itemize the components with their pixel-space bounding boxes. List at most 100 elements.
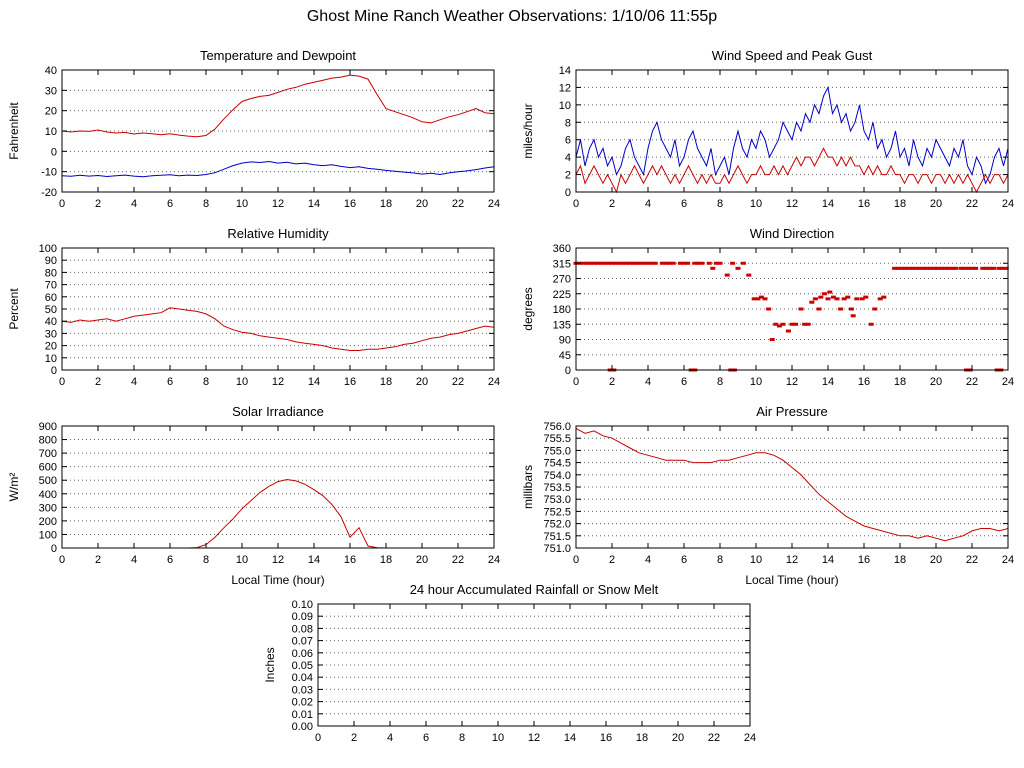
svg-text:6: 6: [167, 554, 173, 566]
svg-text:900: 900: [39, 421, 57, 433]
svg-text:Wind Direction: Wind Direction: [750, 226, 835, 241]
svg-text:6: 6: [681, 198, 687, 210]
svg-text:22: 22: [708, 732, 720, 744]
svg-text:8: 8: [717, 376, 723, 388]
svg-text:10: 10: [750, 198, 762, 210]
temperature-dewpoint-chart-svg: 0 2 4 6 8 10 12 14 16 18 20 22 24-20-10010203040Temp…: [7, 48, 500, 210]
svg-text:14: 14: [822, 376, 834, 388]
svg-text:50: 50: [45, 304, 57, 316]
svg-text:6: 6: [167, 198, 173, 210]
svg-text:0.07: 0.07: [292, 636, 313, 648]
svg-text:754.5: 754.5: [543, 458, 571, 470]
svg-text:400: 400: [39, 489, 57, 501]
svg-text:6: 6: [423, 732, 429, 744]
svg-text:752.0: 752.0: [543, 519, 571, 531]
svg-text:300: 300: [39, 502, 57, 514]
svg-text:-20: -20: [41, 187, 57, 199]
svg-text:24: 24: [488, 198, 500, 210]
svg-text:20: 20: [930, 554, 942, 566]
svg-text:45: 45: [559, 350, 571, 362]
svg-text:0.00: 0.00: [292, 721, 313, 733]
svg-text:10: 10: [750, 376, 762, 388]
svg-text:14: 14: [822, 198, 834, 210]
svg-text:16: 16: [858, 376, 870, 388]
svg-text:90: 90: [559, 335, 571, 347]
svg-text:4: 4: [645, 376, 651, 388]
svg-text:10: 10: [750, 554, 762, 566]
svg-text:0: 0: [51, 365, 57, 377]
svg-text:14: 14: [308, 198, 320, 210]
svg-text:20: 20: [930, 198, 942, 210]
svg-text:0: 0: [59, 376, 65, 388]
svg-text:12: 12: [272, 554, 284, 566]
svg-text:0: 0: [51, 543, 57, 555]
relative-humidity-chart-svg: 0 2 4 6 8 10 12 14 16 18 20 22 240102030405060708090…: [7, 226, 500, 388]
svg-text:20: 20: [930, 376, 942, 388]
svg-text:200: 200: [39, 516, 57, 528]
svg-text:12: 12: [272, 376, 284, 388]
svg-text:2: 2: [565, 170, 571, 182]
svg-text:0: 0: [573, 376, 579, 388]
svg-text:135: 135: [553, 319, 571, 331]
svg-text:8: 8: [717, 198, 723, 210]
svg-text:90: 90: [45, 255, 57, 267]
svg-text:22: 22: [966, 198, 978, 210]
svg-text:0: 0: [51, 146, 57, 158]
svg-text:22: 22: [452, 554, 464, 566]
svg-text:40: 40: [45, 65, 57, 77]
svg-text:14: 14: [308, 376, 320, 388]
svg-text:20: 20: [416, 198, 428, 210]
svg-text:2: 2: [95, 376, 101, 388]
svg-text:8: 8: [203, 554, 209, 566]
svg-text:22: 22: [452, 376, 464, 388]
svg-text:100: 100: [39, 243, 57, 255]
svg-text:4: 4: [131, 198, 137, 210]
svg-text:24: 24: [1002, 554, 1014, 566]
svg-text:753.5: 753.5: [543, 482, 571, 494]
svg-text:30: 30: [45, 85, 57, 97]
svg-text:degrees: degrees: [521, 287, 535, 330]
svg-text:Temperature and Dewpoint: Temperature and Dewpoint: [200, 48, 356, 63]
svg-text:18: 18: [380, 198, 392, 210]
svg-text:Relative Humidity: Relative Humidity: [227, 226, 329, 241]
svg-text:22: 22: [966, 554, 978, 566]
svg-text:270: 270: [553, 274, 571, 286]
svg-text:22: 22: [452, 198, 464, 210]
svg-text:W/m²: W/m²: [7, 473, 21, 502]
svg-text:24: 24: [1002, 376, 1014, 388]
svg-text:60: 60: [45, 292, 57, 304]
svg-text:0.10: 0.10: [292, 599, 313, 611]
svg-text:2: 2: [609, 198, 615, 210]
svg-text:756.0: 756.0: [543, 421, 571, 433]
rainfall-chart-svg: 0 2 4 6 8 10 12 14 16 18 20 22 240.000.010.020.030.0…: [263, 582, 756, 744]
svg-text:500: 500: [39, 475, 57, 487]
svg-text:0: 0: [573, 554, 579, 566]
svg-text:Air Pressure: Air Pressure: [756, 404, 828, 419]
svg-text:20: 20: [45, 341, 57, 353]
svg-text:Local Time (hour): Local Time (hour): [745, 573, 838, 587]
svg-text:751.5: 751.5: [543, 531, 571, 543]
svg-text:10: 10: [45, 353, 57, 365]
svg-text:0: 0: [59, 554, 65, 566]
svg-text:12: 12: [786, 376, 798, 388]
svg-text:18: 18: [636, 732, 648, 744]
svg-text:6: 6: [167, 376, 173, 388]
svg-text:800: 800: [39, 435, 57, 447]
svg-text:751.0: 751.0: [543, 543, 571, 555]
svg-text:14: 14: [564, 732, 576, 744]
svg-text:24: 24: [1002, 198, 1014, 210]
svg-text:miles/hour: miles/hour: [521, 103, 535, 158]
svg-text:Local Time (hour): Local Time (hour): [231, 573, 324, 587]
svg-text:8: 8: [717, 554, 723, 566]
svg-text:30: 30: [45, 328, 57, 340]
svg-text:0: 0: [565, 365, 571, 377]
svg-text:0.03: 0.03: [292, 684, 313, 696]
svg-text:20: 20: [45, 106, 57, 118]
svg-text:Inches: Inches: [263, 647, 277, 682]
page-title: Ghost Mine Ranch Weather Observations: 1…: [306, 8, 718, 25]
svg-text:100: 100: [39, 529, 57, 541]
svg-text:20: 20: [416, 554, 428, 566]
svg-text:12: 12: [786, 198, 798, 210]
svg-text:10: 10: [236, 198, 248, 210]
